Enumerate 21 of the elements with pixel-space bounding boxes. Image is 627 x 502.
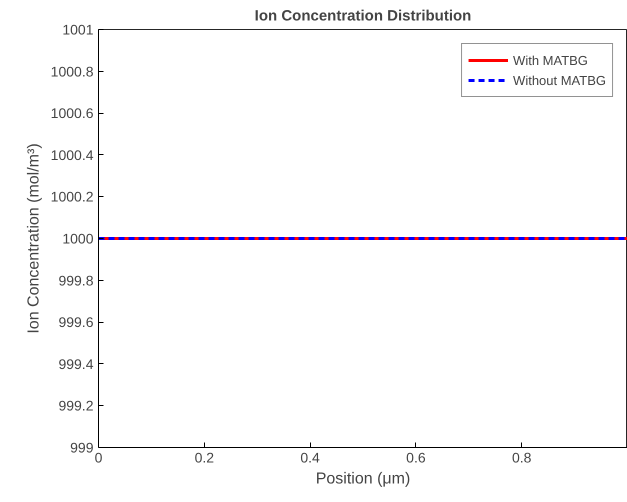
y-tick-label: 999.8 [58,272,94,288]
legend-label: With MATBG [513,52,588,68]
y-tick-label: 999.2 [58,398,94,414]
y-tick-label: 999.6 [58,314,94,330]
x-tick-label: 0.6 [406,450,426,466]
y-tick-label: 1000.2 [50,188,94,205]
y-tick-label: 999.4 [58,356,94,372]
y-tick-label: 1000.8 [50,63,94,80]
x-tick-label: 0.4 [300,450,320,466]
y-tick-label: 1000.6 [50,105,94,122]
x-tick-label: 0.8 [512,450,532,466]
y-tick-label: 1001 [62,22,94,38]
x-tick-label: 0 [94,450,103,466]
legend-label: Without MATBG [513,72,606,88]
chart-title: Ion Concentration Distribution [254,8,472,24]
x-tick-label: 0.2 [194,450,214,466]
y-tick-label: 999 [70,440,94,456]
y-tick-label: 1000 [62,230,94,246]
x-axis-title: Position (μm) [316,470,410,488]
y-axis-title: Ion Concentration (mol/m³) [26,143,43,334]
y-tick-label: 1000.4 [50,146,94,163]
